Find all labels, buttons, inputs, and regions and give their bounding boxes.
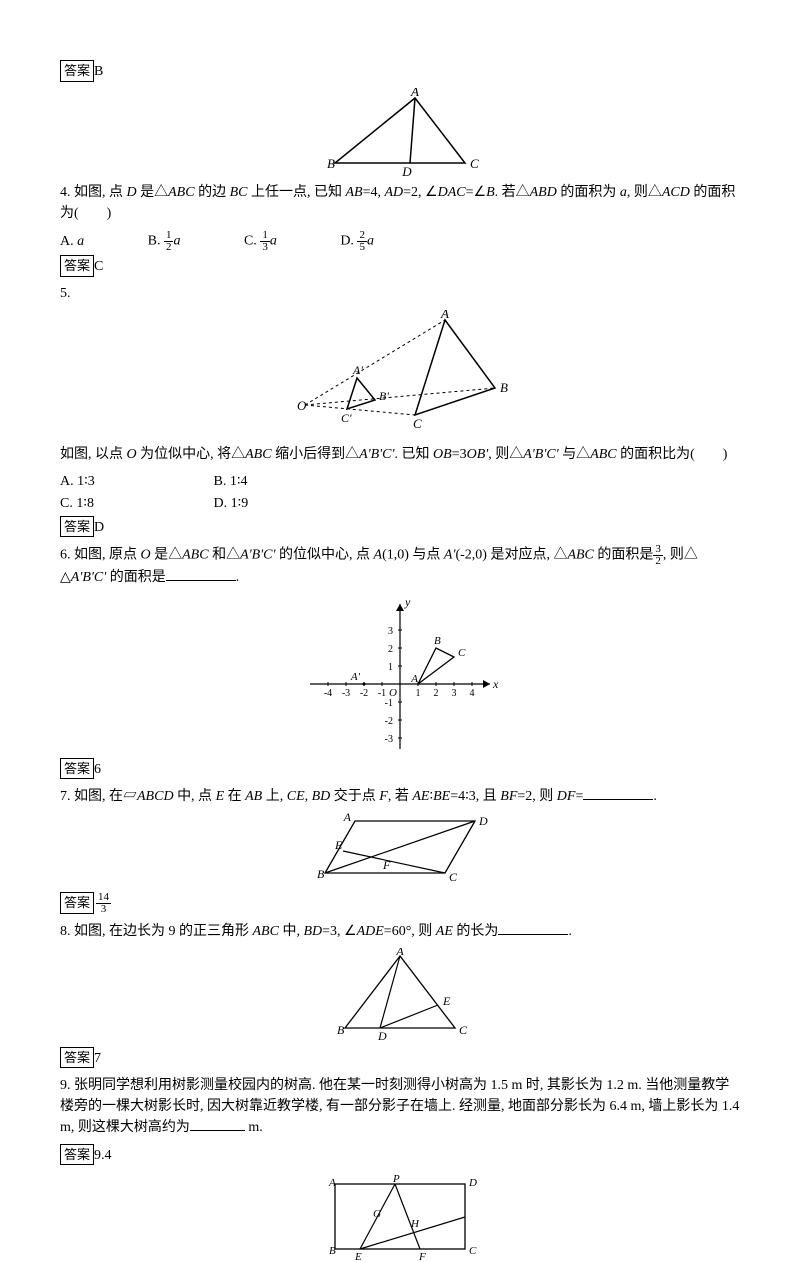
svg-text:E: E: [442, 994, 451, 1008]
q6-answer-line: 答案6: [60, 758, 740, 780]
q8-answer: 7: [94, 1051, 101, 1066]
svg-text:-2: -2: [360, 688, 368, 699]
svg-text:A': A': [352, 363, 363, 377]
q7-figure: A D B C E F: [60, 813, 740, 888]
q4-optA: A. a: [60, 231, 84, 252]
svg-text:H: H: [410, 1218, 420, 1230]
answer-label: 答案: [60, 255, 94, 277]
svg-text:D: D: [468, 1177, 477, 1189]
q4-fig-A: A: [410, 88, 419, 99]
svg-text:1: 1: [388, 662, 393, 673]
svg-text:P: P: [392, 1173, 400, 1185]
q5-optD: D. 1∶9: [214, 493, 249, 514]
q5-num: 5.: [60, 283, 740, 304]
svg-text:A: A: [343, 813, 352, 824]
svg-text:A: A: [440, 310, 449, 321]
svg-text:B: B: [500, 380, 508, 395]
q6-figure: x y -4 -3 -2 -1 1 2 3 4 1 2 3 -1 -2 -3 A…: [60, 594, 740, 754]
answer-label: 答案: [60, 60, 94, 82]
q4-optC: C. 13a: [244, 230, 277, 253]
svg-text:2: 2: [388, 644, 393, 655]
svg-text:y: y: [404, 595, 411, 609]
svg-text:x: x: [492, 677, 499, 691]
q3-answer-line: 答案B: [60, 60, 740, 82]
q6-stem: 6. 如图, 原点 O 是△ABC 和△A'B'C' 的位似中心, 点 A(1,…: [60, 544, 740, 588]
q7-answer-line: 答案 143: [60, 892, 740, 915]
q8-answer-line: 答案7: [60, 1047, 740, 1069]
answer-label: 答案: [60, 1144, 94, 1166]
svg-text:A': A': [350, 671, 361, 683]
svg-text:C: C: [449, 870, 458, 884]
q5-optA: A. 1∶3: [60, 471, 210, 492]
q5-options: A. 1∶3 B. 1∶4 C. 1∶8 D. 1∶9: [60, 471, 740, 514]
q4-stem: 4. 如图, 点 D 是△ABC 的边 BC 上任一点, 已知 AB=4, AD…: [60, 182, 740, 224]
svg-text:F: F: [418, 1251, 426, 1262]
svg-text:D: D: [377, 1029, 387, 1043]
svg-text:3: 3: [388, 626, 393, 637]
svg-text:-3: -3: [342, 688, 350, 699]
q5-optB: B. 1∶4: [214, 471, 248, 492]
q4-figure: A B C D: [60, 88, 740, 178]
svg-text:B: B: [317, 867, 325, 881]
q4-fig-C: C: [470, 156, 479, 171]
q8-figure: A B C D E: [60, 948, 740, 1043]
svg-text:4: 4: [470, 688, 475, 699]
q9-figure: A B C D P E F G H: [60, 1172, 740, 1262]
svg-text:G: G: [373, 1208, 381, 1220]
svg-text:B: B: [329, 1245, 336, 1257]
q5-answer-line: 答案D: [60, 516, 740, 538]
q4-optD: D. 25a: [340, 230, 374, 253]
svg-text:3: 3: [452, 688, 457, 699]
svg-text:C: C: [413, 416, 422, 431]
svg-text:A: A: [410, 673, 418, 685]
svg-text:A: A: [395, 948, 404, 958]
q9-answer-line: 答案9.4: [60, 1144, 740, 1166]
svg-text:O: O: [389, 687, 397, 699]
q6-answer: 6: [94, 762, 101, 777]
q7-stem: 7. 如图, 在▱ABCD 中, 点 E 在 AB 上, CE, BD 交于点 …: [60, 786, 740, 807]
q4-fig-B: B: [327, 156, 335, 171]
svg-text:C: C: [458, 647, 466, 659]
svg-text:-2: -2: [385, 716, 393, 727]
q8-stem: 8. 如图, 在边长为 9 的正三角形 ABC 中, BD=3, ∠ADE=60…: [60, 921, 740, 942]
q5-answer: D: [94, 520, 104, 535]
svg-text:E: E: [354, 1251, 362, 1262]
svg-text:B: B: [337, 1023, 345, 1037]
svg-text:-4: -4: [324, 688, 332, 699]
svg-text:B: B: [434, 635, 441, 647]
answer-label: 答案: [60, 1047, 94, 1069]
svg-text:2: 2: [434, 688, 439, 699]
q4-answer-line: 答案C: [60, 255, 740, 277]
svg-text:-1: -1: [385, 698, 393, 709]
q4-fig-D: D: [401, 164, 412, 178]
svg-text:D: D: [478, 814, 488, 828]
svg-text:C': C': [341, 411, 352, 425]
answer-label: 答案: [60, 758, 94, 780]
q5-stem: 如图, 以点 O 为位似中心, 将△ABC 缩小后得到△A'B'C'. 已知 O…: [60, 444, 740, 465]
q5-figure: O A B C A' B' C': [60, 310, 740, 440]
svg-text:E: E: [334, 838, 343, 852]
svg-text:C: C: [469, 1245, 477, 1257]
svg-text:1: 1: [416, 688, 421, 699]
q4-optB: B. 12a: [148, 230, 181, 253]
q4-options: A. a B. 12a C. 13a D. 25a: [60, 230, 740, 253]
q4-answer: C: [94, 259, 103, 274]
svg-text:F: F: [382, 858, 391, 872]
svg-text:A: A: [328, 1177, 336, 1189]
q9-stem: 9. 张明同学想利用树影测量校园内的树高. 他在某一时刻测得小树高为 1.5 m…: [60, 1075, 740, 1138]
svg-text:C: C: [459, 1023, 468, 1037]
q9-answer: 9.4: [94, 1148, 112, 1163]
svg-text:-3: -3: [385, 734, 393, 745]
svg-text:B': B': [379, 389, 389, 403]
answer-label: 答案: [60, 892, 94, 914]
q3-answer: B: [94, 64, 103, 79]
answer-label: 答案: [60, 516, 94, 538]
svg-text:O: O: [297, 398, 307, 413]
q5-optC: C. 1∶8: [60, 493, 210, 514]
